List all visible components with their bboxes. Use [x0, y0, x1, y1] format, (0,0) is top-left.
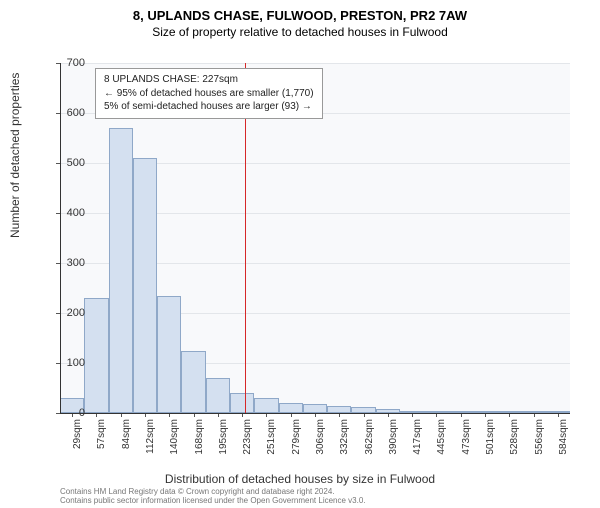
histogram-bar	[303, 404, 327, 413]
x-tick-label: 556sqm	[534, 419, 545, 469]
x-tick-label: 417sqm	[412, 419, 423, 469]
chart-subtitle: Size of property relative to detached ho…	[0, 25, 600, 39]
copyright-line-2: Contains public sector information licen…	[60, 496, 366, 506]
y-tick-label: 0	[60, 407, 85, 419]
x-tick-label: 84sqm	[121, 419, 132, 469]
copyright-line-1: Contains HM Land Registry data © Crown c…	[60, 487, 366, 497]
y-tick-label: 300	[60, 257, 85, 269]
chart-container: 8, UPLANDS CHASE, FULWOOD, PRESTON, PR2 …	[0, 8, 600, 508]
histogram-bar	[327, 406, 351, 414]
y-tick-label: 400	[60, 207, 85, 219]
x-tick-label: 279sqm	[291, 419, 302, 469]
x-tick-label: 29sqm	[72, 419, 83, 469]
y-tick-label: 700	[60, 57, 85, 69]
x-axis-label: Distribution of detached houses by size …	[0, 472, 600, 486]
y-tick-label: 600	[60, 107, 85, 119]
x-tick-label: 195sqm	[218, 419, 229, 469]
histogram-bar	[254, 398, 278, 413]
x-tick-label: 584sqm	[558, 419, 569, 469]
x-tick-label: 306sqm	[315, 419, 326, 469]
info-box-line-1: 8 UPLANDS CHASE: 227sqm	[104, 73, 314, 87]
x-tick-label: 57sqm	[96, 419, 107, 469]
histogram-bar	[181, 351, 205, 414]
chart-title: 8, UPLANDS CHASE, FULWOOD, PRESTON, PR2 …	[0, 8, 600, 23]
histogram-bar	[230, 393, 254, 413]
grid-line	[60, 63, 570, 64]
info-box-line-3: 5% of semi-detached houses are larger (9…	[104, 100, 314, 114]
x-tick-label: 501sqm	[485, 419, 496, 469]
histogram-bar	[133, 158, 157, 413]
histogram-bar	[157, 296, 181, 414]
x-tick-label: 390sqm	[388, 419, 399, 469]
x-tick-label: 445sqm	[436, 419, 447, 469]
x-tick-label: 362sqm	[364, 419, 375, 469]
x-axis-line	[60, 413, 570, 414]
histogram-bar	[279, 403, 303, 413]
x-tick-label: 473sqm	[461, 419, 472, 469]
x-tick-label: 223sqm	[242, 419, 253, 469]
histogram-bar	[109, 128, 133, 413]
y-tick-label: 100	[60, 357, 85, 369]
x-tick-label: 332sqm	[339, 419, 350, 469]
x-tick-label: 168sqm	[194, 419, 205, 469]
y-tick-label: 200	[60, 307, 85, 319]
copyright-notice: Contains HM Land Registry data © Crown c…	[60, 487, 366, 506]
histogram-bar	[84, 298, 108, 413]
x-tick-label: 528sqm	[509, 419, 520, 469]
histogram-bar	[206, 378, 230, 413]
x-tick-label: 112sqm	[145, 419, 156, 469]
x-tick-label: 251sqm	[266, 419, 277, 469]
info-box: 8 UPLANDS CHASE: 227sqm← 95% of detached…	[95, 68, 323, 119]
y-tick-label: 500	[60, 157, 85, 169]
info-box-line-2: ← 95% of detached houses are smaller (1,…	[104, 87, 314, 101]
x-tick-label: 140sqm	[169, 419, 180, 469]
